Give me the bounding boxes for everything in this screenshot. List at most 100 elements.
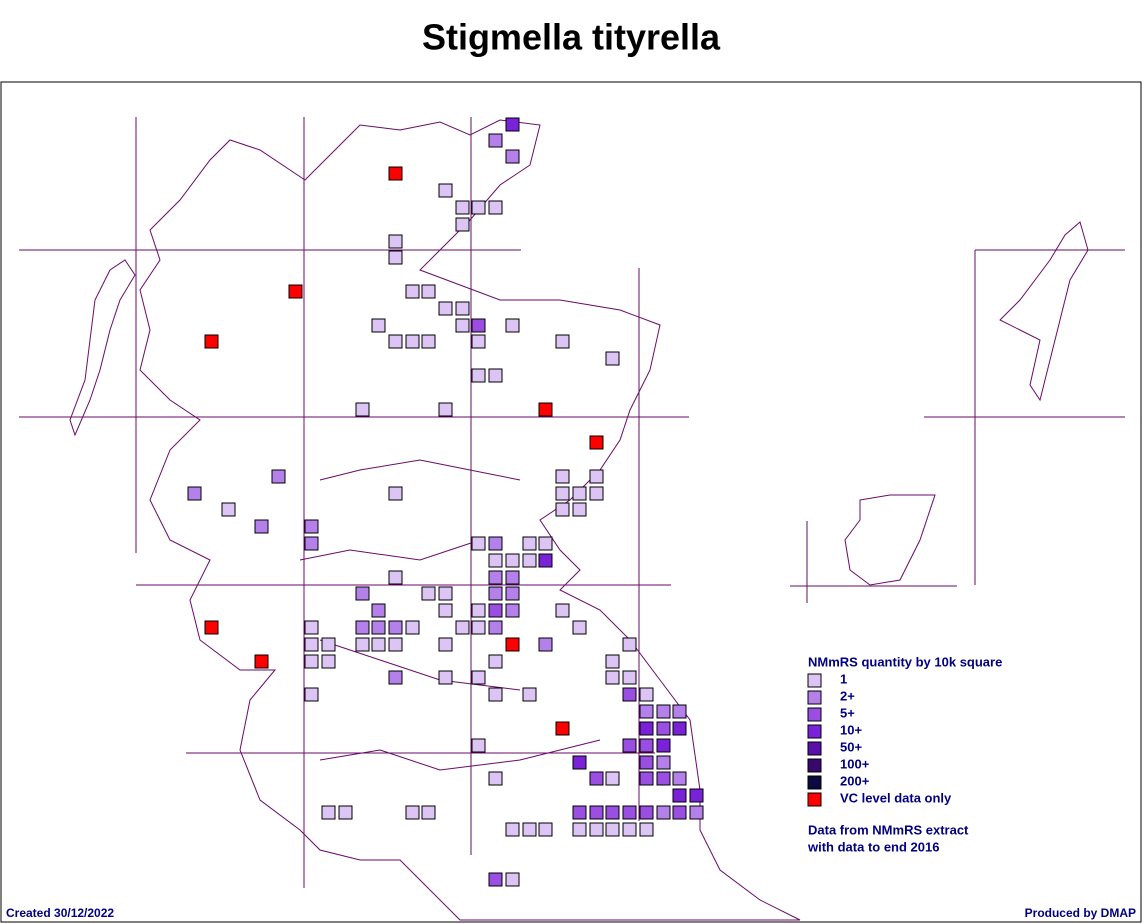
- record-square: [471, 318, 486, 333]
- legend-swatch: [807, 792, 822, 807]
- record-square: [304, 536, 319, 551]
- record-square: [555, 469, 570, 484]
- record-square: [689, 788, 704, 803]
- record-square: [488, 586, 503, 601]
- record-square: [438, 402, 453, 417]
- record-square: [589, 805, 604, 820]
- record-square: [572, 502, 587, 517]
- record-square: [254, 519, 269, 534]
- record-square: [187, 486, 202, 501]
- legend-title: NMmRS quantity by 10k square: [808, 654, 1002, 669]
- record-square: [555, 603, 570, 618]
- record-square: [254, 654, 269, 669]
- note-line: Data from NMmRS extract: [808, 822, 969, 837]
- record-square: [338, 805, 353, 820]
- record-square: [471, 738, 486, 753]
- record-square: [538, 402, 553, 417]
- record-square: [455, 318, 470, 333]
- record-square: [471, 620, 486, 635]
- record-square: [405, 805, 420, 820]
- record-square: [605, 670, 620, 685]
- record-square: [639, 704, 654, 719]
- record-square: [672, 805, 687, 820]
- legend-swatch: [807, 690, 822, 705]
- legend: 1 2+ 5+ 10+ 50+ 100+ 200+ VC level data only: [807, 671, 952, 807]
- record-square: [405, 284, 420, 299]
- record-square: [388, 234, 403, 249]
- record-square: [589, 771, 604, 786]
- record-square: [488, 872, 503, 887]
- record-square: [371, 637, 386, 652]
- record-square: [304, 620, 319, 635]
- legend-label: 100+: [840, 756, 870, 771]
- record-square: [622, 687, 637, 702]
- producer: Produced by DMAP: [1025, 906, 1136, 920]
- record-square: [488, 553, 503, 568]
- record-square: [321, 637, 336, 652]
- record-square: [388, 334, 403, 349]
- record-square: [388, 486, 403, 501]
- record-square: [505, 570, 520, 585]
- record-square: [656, 755, 671, 770]
- record-square: [656, 771, 671, 786]
- record-square: [438, 586, 453, 601]
- record-square: [672, 771, 687, 786]
- record-square: [572, 486, 587, 501]
- record-square: [639, 687, 654, 702]
- record-square: [622, 670, 637, 685]
- legend-label: 10+: [840, 722, 862, 737]
- record-square: [388, 166, 403, 181]
- record-square: [522, 536, 537, 551]
- record-square: [672, 721, 687, 736]
- record-square: [421, 334, 436, 349]
- legend-label: 50+: [840, 739, 862, 754]
- record-square: [455, 200, 470, 215]
- record-square: [589, 469, 604, 484]
- record-square: [522, 553, 537, 568]
- record-square: [639, 805, 654, 820]
- record-square: [572, 755, 587, 770]
- record-square: [522, 822, 537, 837]
- record-square: [321, 805, 336, 820]
- record-square: [555, 486, 570, 501]
- record-square: [438, 670, 453, 685]
- record-square: [471, 603, 486, 618]
- record-square: [488, 536, 503, 551]
- legend-swatch: [807, 775, 822, 790]
- record-square: [321, 654, 336, 669]
- record-square: [355, 637, 370, 652]
- record-square: [405, 620, 420, 635]
- record-square: [639, 755, 654, 770]
- record-square: [471, 200, 486, 215]
- record-square: [204, 334, 219, 349]
- legend-label: 1: [840, 671, 847, 686]
- record-square: [656, 805, 671, 820]
- legend-label: 2+: [840, 688, 855, 703]
- record-square: [471, 334, 486, 349]
- record-square: [388, 620, 403, 635]
- record-square: [505, 822, 520, 837]
- legend-swatch: [807, 724, 822, 739]
- record-square: [538, 637, 553, 652]
- record-square: [488, 771, 503, 786]
- note-line: with data to end 2016: [807, 839, 939, 854]
- record-square: [438, 637, 453, 652]
- coastline: [69, 119, 1089, 921]
- record-square: [488, 200, 503, 215]
- map-title: Stigmella tityrella: [422, 17, 721, 58]
- record-square: [639, 721, 654, 736]
- record-square: [622, 637, 637, 652]
- record-square: [672, 788, 687, 803]
- record-square: [605, 822, 620, 837]
- record-square: [421, 586, 436, 601]
- record-square: [455, 301, 470, 316]
- record-square: [639, 738, 654, 753]
- record-square: [488, 570, 503, 585]
- record-square: [639, 822, 654, 837]
- record-square: [471, 368, 486, 383]
- record-square: [488, 654, 503, 669]
- record-square: [538, 536, 553, 551]
- record-square: [656, 704, 671, 719]
- record-square: [438, 603, 453, 618]
